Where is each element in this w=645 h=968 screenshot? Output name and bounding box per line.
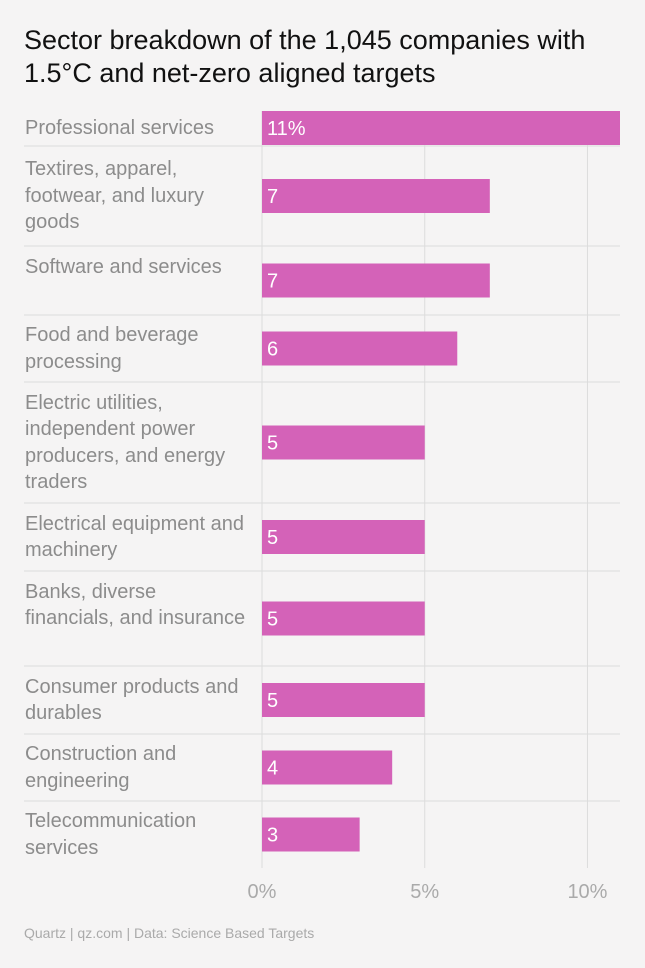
x-tick-label: 10% <box>567 881 607 903</box>
bar <box>262 750 393 785</box>
bar <box>262 520 425 554</box>
bar-value-label: 5 <box>267 609 278 631</box>
bar <box>262 263 490 298</box>
category-label: Telecommunication services <box>25 810 197 859</box>
bar <box>262 601 425 636</box>
bar <box>262 425 425 460</box>
bar-value-label: 4 <box>267 758 278 780</box>
bar-value-label: 6 <box>267 339 278 361</box>
bar-value-label: 7 <box>267 186 278 208</box>
category-label: Construction and engineering <box>25 743 177 792</box>
bar-value-label: 5 <box>267 433 278 455</box>
bar <box>262 179 490 213</box>
bar <box>262 683 425 717</box>
category-label: Food and beverage processing <box>25 324 199 373</box>
bar-value-label: 11% <box>267 118 306 140</box>
bar-value-label: 5 <box>267 690 278 712</box>
category-label: Banks, diverse financials, and insurance <box>25 580 246 630</box>
category-label: Electrical equipment and machinery <box>25 512 245 562</box>
category-label: Software and services <box>25 256 222 278</box>
bar-value-label: 7 <box>267 271 278 293</box>
category-label: Electric utilities, independent power pr… <box>25 391 226 494</box>
bar <box>262 111 620 145</box>
x-tick-label: 0% <box>248 881 277 903</box>
category-label: Consumer products and durables <box>25 675 239 725</box>
x-tick-label: 5% <box>410 881 439 903</box>
chart-title: Sector breakdown of the 1,045 companies … <box>24 25 586 88</box>
bar <box>262 331 458 366</box>
category-label: Textires, apparel, footwear, and luxury … <box>25 158 204 234</box>
bar-value-label: 5 <box>267 527 278 549</box>
bar-value-label: 3 <box>267 825 278 847</box>
bar <box>262 817 360 852</box>
source-footer: Quartz | qz.com | Data: Science Based Ta… <box>24 925 315 941</box>
category-label: Professional services <box>25 116 214 139</box>
